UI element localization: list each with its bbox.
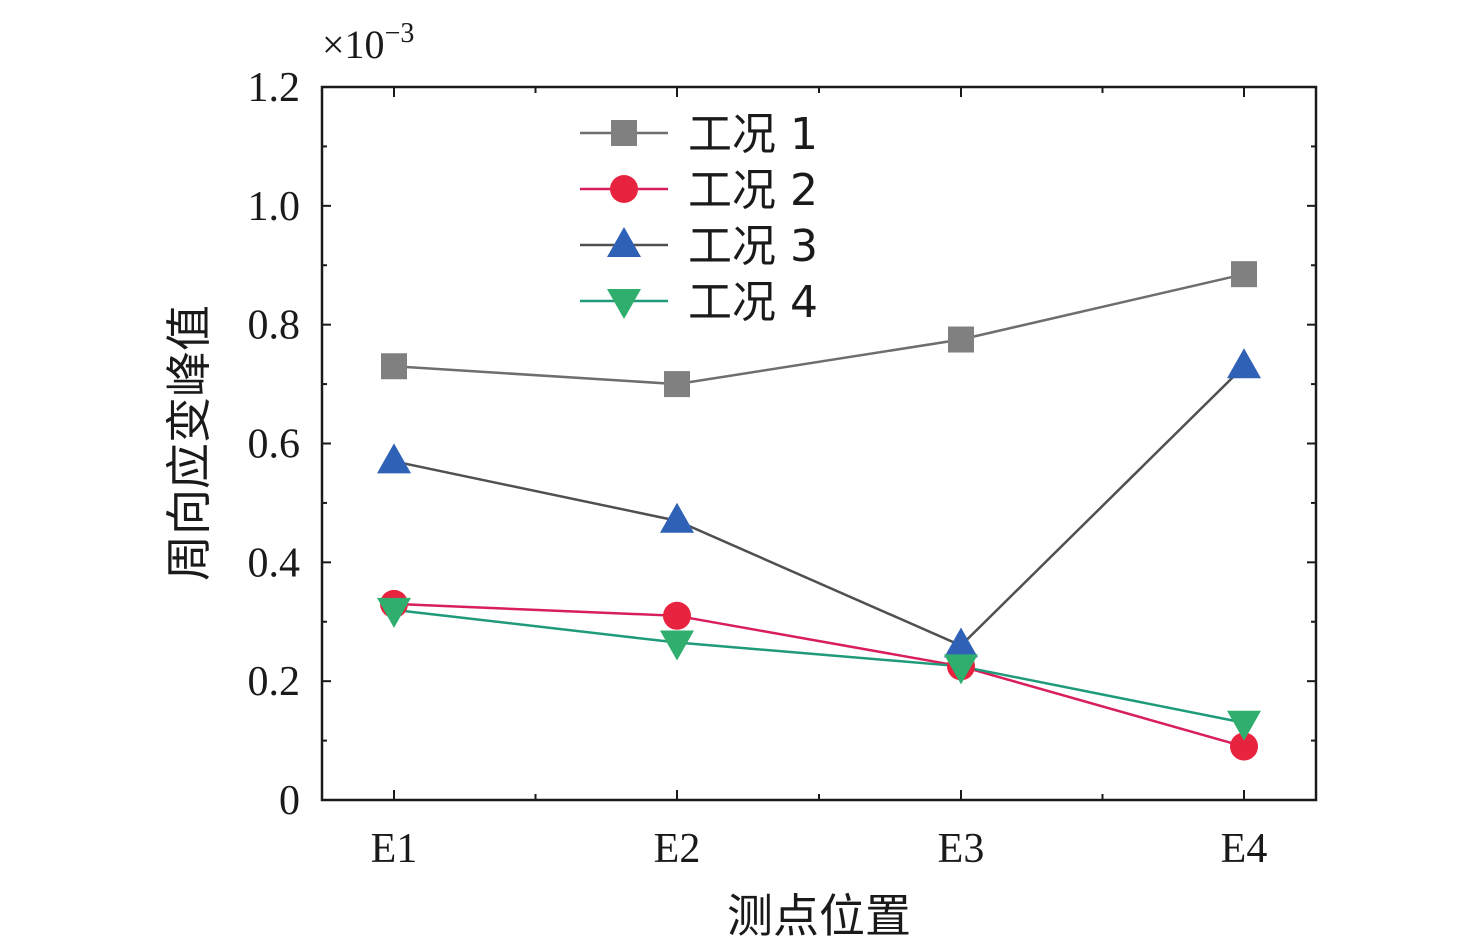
series-1-point	[1231, 261, 1257, 288]
series-4-point	[944, 654, 978, 685]
series-3-point	[1227, 348, 1261, 379]
series-4-point	[660, 630, 694, 661]
y-multiplier: ×10−3	[322, 18, 414, 67]
series-3-line	[393, 365, 1245, 648]
legend-marker	[607, 289, 641, 319]
y-tick-label: 0.6	[248, 422, 301, 468]
y-tick-label: 1.0	[248, 184, 301, 230]
legend-label: 工况 2	[688, 165, 818, 216]
series-3-point	[377, 443, 411, 474]
series-1-line	[393, 272, 1245, 386]
y-tick-label: 0	[279, 778, 300, 824]
series-markers	[377, 261, 1261, 761]
series-2-point	[1230, 732, 1258, 761]
y-tick-label: 0.4	[248, 540, 301, 586]
series-2-line	[393, 602, 1245, 748]
y-axis-title: 周向应变峰值	[162, 305, 216, 581]
series-3-point	[660, 502, 694, 533]
series-2-point	[663, 601, 691, 630]
y-multiplier-exponent: −3	[385, 18, 415, 49]
legend-marker	[611, 120, 637, 146]
y-tick-label: 0.2	[248, 659, 301, 705]
y-multiplier-base: ×10	[322, 22, 385, 67]
x-tick-label: E4	[1221, 826, 1268, 872]
legend-label: 工况 4	[688, 277, 818, 328]
y-tick-label: 1.2	[248, 65, 301, 111]
x-tick-label: E1	[371, 826, 418, 872]
x-axis-title: 测点位置	[727, 889, 911, 943]
legend-label: 工况 1	[688, 109, 818, 160]
series-4-point	[1227, 710, 1261, 741]
x-tick-label: E2	[654, 826, 701, 872]
y-tick-label: 0.8	[248, 303, 301, 349]
series-1-point	[664, 371, 690, 398]
series-4-line	[393, 608, 1245, 724]
legend-marker	[610, 175, 638, 203]
legend: 工况 1工况 2工况 3工况 4	[580, 109, 818, 328]
y-axis-ticks: 0 0.2 0.4 0.6 0.8 1.0 1.2	[248, 65, 1316, 824]
x-axis-ticks: E1 E2 E3 E4	[371, 87, 1268, 872]
series-3-point	[944, 627, 978, 658]
x-tick-label: E3	[938, 826, 985, 872]
series-1-point	[948, 326, 974, 353]
series-4-point	[377, 597, 411, 628]
legend-label: 工况 3	[688, 221, 818, 272]
series-lines	[393, 272, 1245, 748]
legend-marker	[607, 227, 641, 257]
series-1-point	[381, 353, 407, 380]
